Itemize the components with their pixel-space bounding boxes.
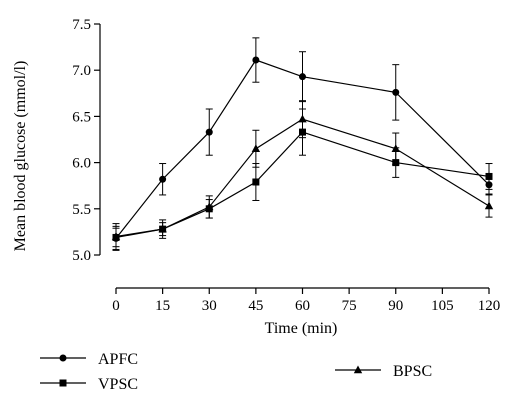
legend-label-bpsc: BPSC bbox=[393, 363, 432, 380]
legend-marker-bpsc bbox=[353, 365, 363, 374]
x-axis-label: Time (min) bbox=[265, 320, 338, 337]
x-tick-label: 30 bbox=[202, 298, 217, 314]
x-tick-label: 15 bbox=[155, 298, 170, 314]
legend-marker-vpsc bbox=[59, 379, 67, 387]
data-point-bpsc bbox=[391, 144, 400, 152]
legend: APFC VPSC BPSC bbox=[40, 351, 432, 393]
data-point-apfc bbox=[159, 175, 167, 183]
legend-item-vpsc: VPSC bbox=[40, 376, 138, 393]
data-point-bpsc bbox=[251, 144, 261, 152]
legend-label-vpsc: VPSC bbox=[98, 376, 138, 393]
series-apfc bbox=[112, 37, 493, 251]
x-tick-label: 75 bbox=[342, 298, 357, 314]
legend-item-bpsc: BPSC bbox=[335, 363, 432, 380]
legend-item-apfc: APFC bbox=[40, 351, 138, 368]
axes: 5.0 5.5 6.0 6.5 7.0 7.5 0 15 30 45 60 75 90 105 120 bbox=[72, 17, 500, 314]
legend-marker-apfc bbox=[59, 354, 67, 362]
data-point-bpsc bbox=[111, 232, 121, 240]
data-point-bpsc bbox=[205, 202, 214, 211]
data-point-bpsc bbox=[298, 114, 307, 123]
y-axis-label: Mean blood glucose (mmol/l) bbox=[12, 61, 29, 252]
data-point-bpsc bbox=[158, 224, 167, 233]
x-tick-label: 90 bbox=[388, 298, 403, 314]
plot-series bbox=[111, 37, 494, 251]
y-tick-label: 6.5 bbox=[72, 109, 91, 125]
y-tick-label: 7.5 bbox=[72, 17, 91, 33]
data-point-vpsc bbox=[252, 178, 260, 186]
data-point-apfc bbox=[252, 56, 260, 64]
data-point-apfc bbox=[392, 88, 400, 96]
data-point-bpsc bbox=[484, 201, 494, 210]
x-tick-label: 120 bbox=[478, 298, 501, 314]
x-tick-label: 105 bbox=[431, 298, 454, 314]
x-tick-label: 0 bbox=[112, 298, 120, 314]
data-point-vpsc bbox=[485, 172, 493, 180]
x-tick-label: 60 bbox=[295, 298, 310, 314]
legend-label-apfc: APFC bbox=[98, 351, 138, 368]
x-tick-label: 45 bbox=[248, 298, 263, 314]
y-tick-label: 6.0 bbox=[72, 156, 91, 172]
data-point-apfc bbox=[205, 128, 213, 136]
y-tick-label: 5.0 bbox=[72, 248, 91, 264]
y-tick-label: 5.5 bbox=[72, 202, 91, 218]
y-tick-label: 7.0 bbox=[72, 63, 91, 79]
series-bpsc bbox=[111, 100, 494, 250]
data-point-apfc bbox=[299, 73, 306, 81]
